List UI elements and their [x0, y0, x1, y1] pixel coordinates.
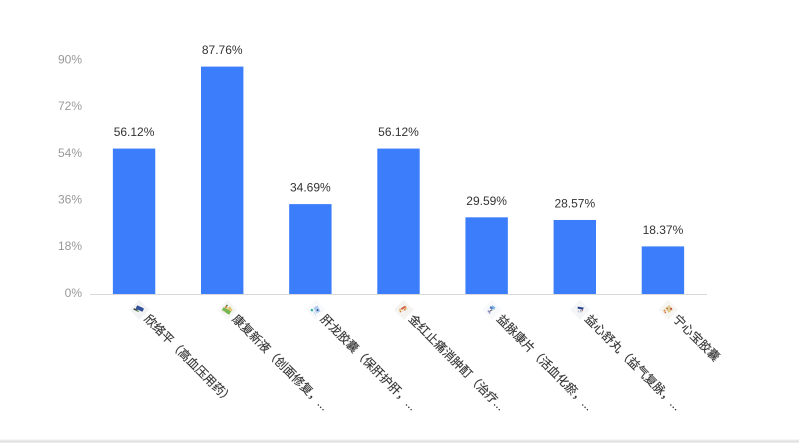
- svg-text:72%: 72%: [58, 99, 82, 113]
- svg-text:18.37%: 18.37%: [643, 223, 684, 237]
- svg-text:28.57%: 28.57%: [554, 196, 595, 210]
- svg-text:56.12%: 56.12%: [114, 125, 155, 139]
- svg-text:29.59%: 29.59%: [466, 194, 507, 208]
- svg-text:56.12%: 56.12%: [378, 125, 419, 139]
- svg-text:0%: 0%: [65, 286, 83, 300]
- svg-text:87.76%: 87.76%: [202, 43, 243, 57]
- svg-text:90%: 90%: [58, 53, 82, 67]
- svg-text:18%: 18%: [58, 239, 82, 253]
- svg-text:54%: 54%: [58, 146, 82, 160]
- svg-text:34.69%: 34.69%: [290, 181, 331, 195]
- svg-text:36%: 36%: [58, 193, 82, 207]
